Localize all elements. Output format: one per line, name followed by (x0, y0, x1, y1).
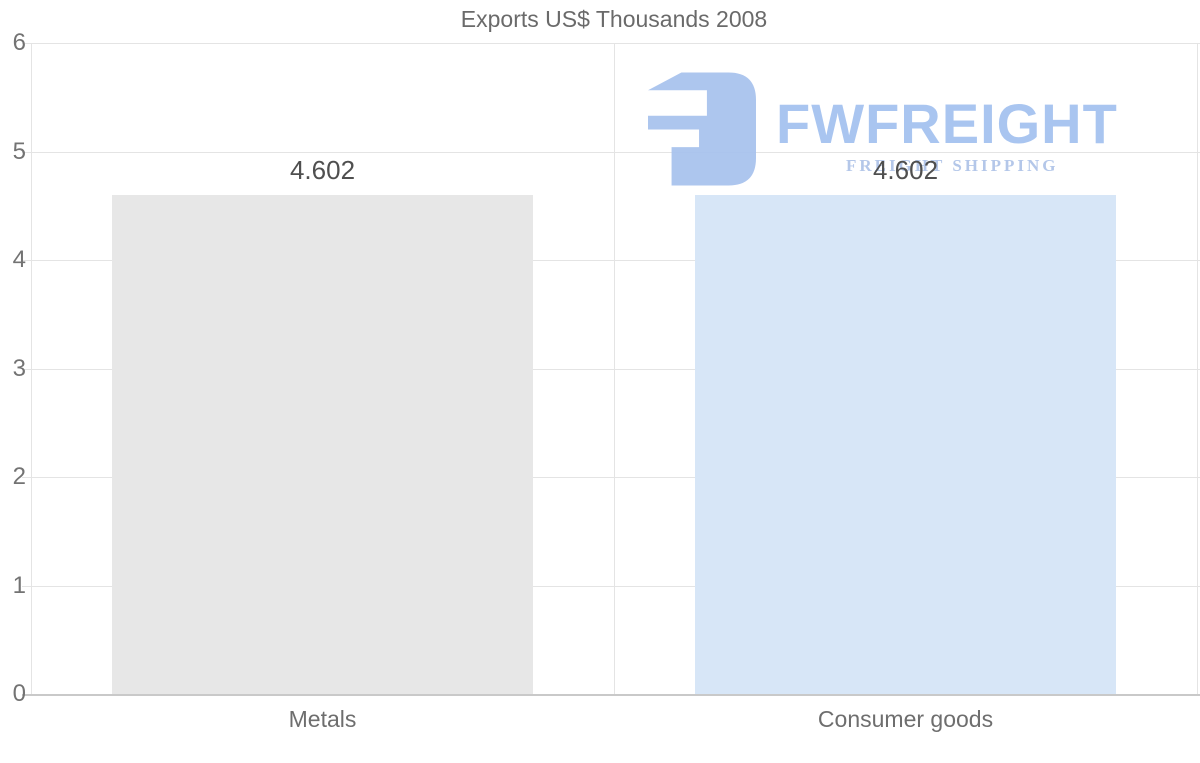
y-gridline (22, 477, 1200, 478)
y-gridline (22, 260, 1200, 261)
x-gridline (1197, 43, 1198, 694)
y-tick-label: 3 (12, 354, 26, 382)
y-tick-label: 1 (12, 571, 26, 599)
watermark-tagline-text: FREIGHT SHIPPING (846, 156, 1059, 175)
y-tick-label: 6 (12, 29, 26, 56)
x-category-label-consumer-goods: Consumer goods (817, 706, 994, 732)
fwfreight-logo-icon (648, 72, 756, 186)
y-gridline (22, 151, 1200, 153)
watermark-brand-text: FWFREIGHT (776, 92, 1118, 155)
y-tick-label: 5 (12, 137, 26, 165)
y-axis-line (31, 43, 32, 694)
y-gridline (22, 368, 1200, 370)
x-category-label-metals: Metals (288, 706, 357, 732)
bar-metals (112, 194, 533, 694)
value-label-consumer-goods: 4.602 (872, 154, 939, 185)
y-gridline (22, 43, 1200, 44)
chart-title: Exports US$ Thousands 2008 (460, 6, 768, 32)
y-tick-label: 2 (12, 463, 26, 490)
bar-consumer-goods (695, 194, 1116, 694)
watermark: FWFREIGHT FREIGHT SHIPPING (648, 70, 1168, 190)
x-gridline (614, 43, 615, 694)
y-tick-label: 0 (12, 680, 26, 707)
y-gridline (22, 585, 1200, 587)
y-tick-label: 4 (12, 246, 26, 273)
y-gridline (22, 694, 1200, 696)
value-label-metals: 4.602 (289, 154, 356, 185)
